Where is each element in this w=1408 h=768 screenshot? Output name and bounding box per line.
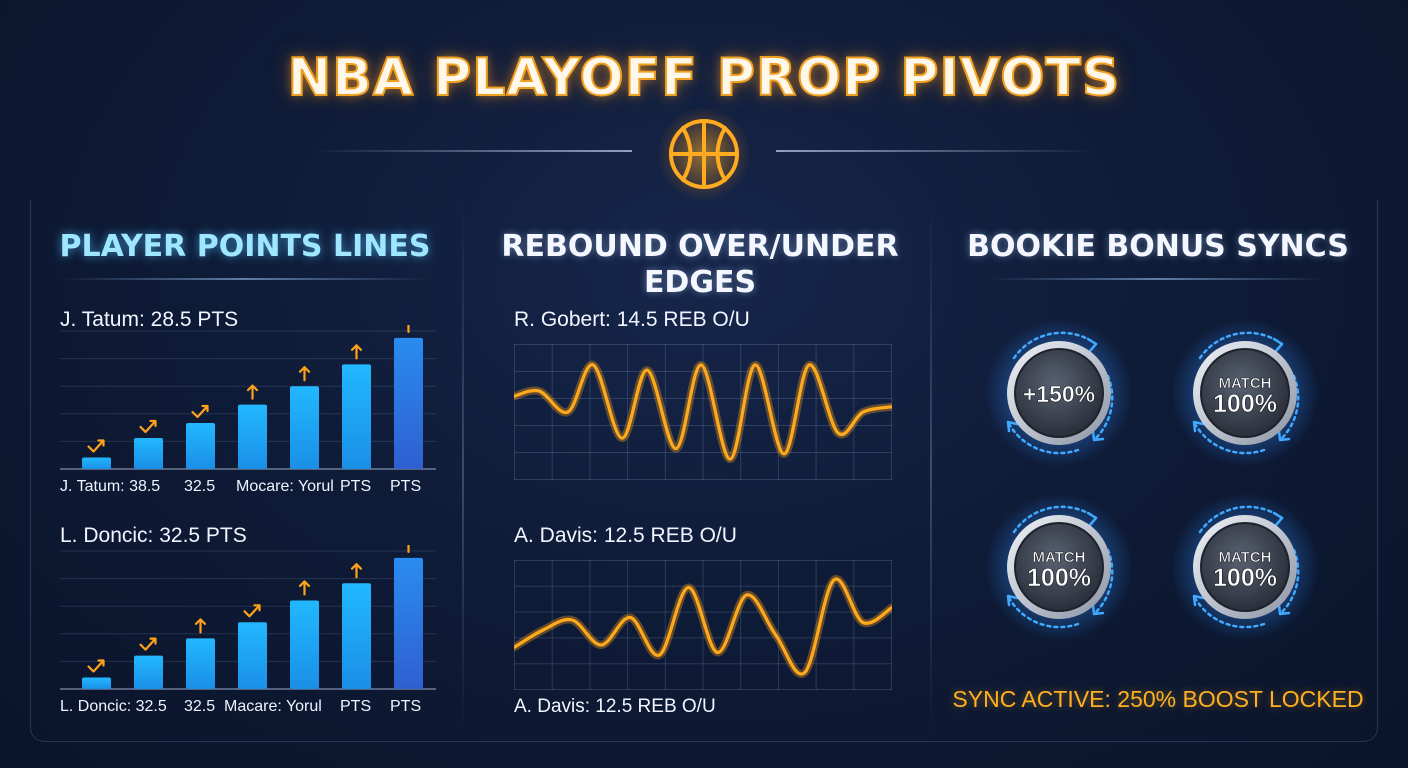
bar: [290, 386, 319, 469]
bar: [342, 364, 371, 469]
coin-label-line1: MATCH: [1218, 375, 1271, 392]
check-arrow-icon: [87, 439, 105, 453]
coin-label-line2: 100%: [1027, 564, 1091, 592]
gobert-line-chart: [514, 344, 892, 480]
rotate-arrows-icon: [1006, 331, 1114, 455]
rebound-title-line2: EDGES: [643, 265, 757, 300]
tick-label: 32.5: [184, 698, 215, 715]
davis-chart-label: A. Davis: 12.5 REB O/U: [514, 524, 737, 547]
davis-chart-footer: A. Davis: 12.5 REB O/U: [514, 696, 716, 717]
panel-rule: [60, 278, 430, 280]
panel-divider-right: [930, 205, 932, 735]
bonus-coin: MATCH 100%: [1170, 492, 1320, 642]
sync-status-text: SYNC ACTIVE: 250% BOOST LOCKED: [952, 686, 1364, 712]
bar: [186, 638, 215, 689]
rebound-title-line1: REBOUND OVER/UNDER: [501, 229, 899, 264]
bonus-coin: MATCH 100%: [984, 492, 1134, 642]
tick-label: PTS: [340, 698, 371, 715]
gobert-chart-label: R. Gobert: 14.5 REB O/U: [514, 308, 750, 331]
bar: [394, 337, 423, 469]
check-arrow-icon: [139, 419, 157, 434]
tick-label: J. Tatum: 38.5: [60, 478, 160, 495]
bonus-coin: +150%: [984, 318, 1134, 468]
panel-rule: [990, 278, 1326, 280]
tatum-bar-chart: J. Tatum: 38.5 32.5 Mocare: Yorul PTS PT…: [60, 325, 436, 495]
up-arrow-icon: [246, 384, 259, 400]
tick-label: 32.5: [184, 478, 215, 495]
check-arrow-icon: [243, 604, 261, 618]
rotate-arrows-icon: [1192, 505, 1300, 629]
title-rule-left: [312, 150, 632, 152]
series-line: [514, 363, 892, 461]
tick-label: PTS: [390, 478, 421, 495]
up-arrow-icon: [194, 618, 207, 634]
up-arrow-icon: [350, 344, 363, 360]
doncic-chart-label: L. Doncic: 32.5 PTS: [60, 524, 247, 547]
bar: [82, 677, 111, 689]
check-arrow-icon: [139, 637, 157, 651]
basketball-icon: [657, 107, 751, 201]
coin-label-line1: MATCH: [1032, 549, 1085, 566]
tick-label: L. Doncic: 32.5: [60, 698, 167, 715]
bar: [134, 437, 163, 469]
tick-label: Macare: Yorul: [224, 698, 322, 715]
rotate-arrows-icon: [1192, 331, 1300, 455]
coin-label-line2: 100%: [1213, 564, 1277, 592]
doncic-bar-chart: L. Doncic: 32.5 32.5 Macare: Yorul PTS P…: [60, 545, 436, 715]
up-arrow-icon: [350, 563, 363, 579]
coin-label-line2: 100%: [1213, 390, 1277, 418]
tick-label: Mocare: Yorul: [236, 478, 334, 495]
coin-label-line1: MATCH: [1218, 549, 1271, 566]
up-arrow-icon: [407, 325, 410, 333]
tatum-chart-label: J. Tatum: 28.5 PTS: [60, 308, 239, 331]
bar: [394, 557, 423, 689]
title-rule-right: [776, 150, 1096, 152]
player-points-title: PLAYER POINTS LINES: [59, 229, 431, 264]
bar: [238, 622, 267, 689]
bonus-title: BOOKIE BONUS SYNCS: [967, 229, 1349, 264]
bar: [82, 457, 111, 469]
bar: [134, 655, 163, 689]
bonus-coin: MATCH 100%: [1170, 318, 1320, 468]
rebound-title: REBOUND OVER/UNDER EDGES: [470, 229, 930, 301]
up-arrow-icon: [298, 580, 311, 596]
panel-divider-left: [462, 205, 464, 735]
bar: [186, 423, 215, 469]
rotate-arrows-icon: [1006, 505, 1114, 629]
content-frame: [30, 200, 1378, 742]
davis-line-chart: [514, 560, 892, 690]
page-title: NBA PLAYOFF PROP PIVOTS: [287, 47, 1121, 109]
tick-label: PTS: [340, 478, 371, 495]
tick-label: PTS: [390, 698, 421, 715]
coin-label-line2: +150%: [1023, 381, 1095, 407]
up-arrow-icon: [407, 545, 410, 553]
up-arrow-icon: [298, 366, 311, 382]
check-arrow-icon: [87, 659, 105, 673]
bar: [238, 404, 267, 469]
check-arrow-icon: [191, 404, 209, 419]
series-line: [514, 577, 892, 676]
bar: [290, 600, 319, 689]
bar: [342, 583, 371, 689]
